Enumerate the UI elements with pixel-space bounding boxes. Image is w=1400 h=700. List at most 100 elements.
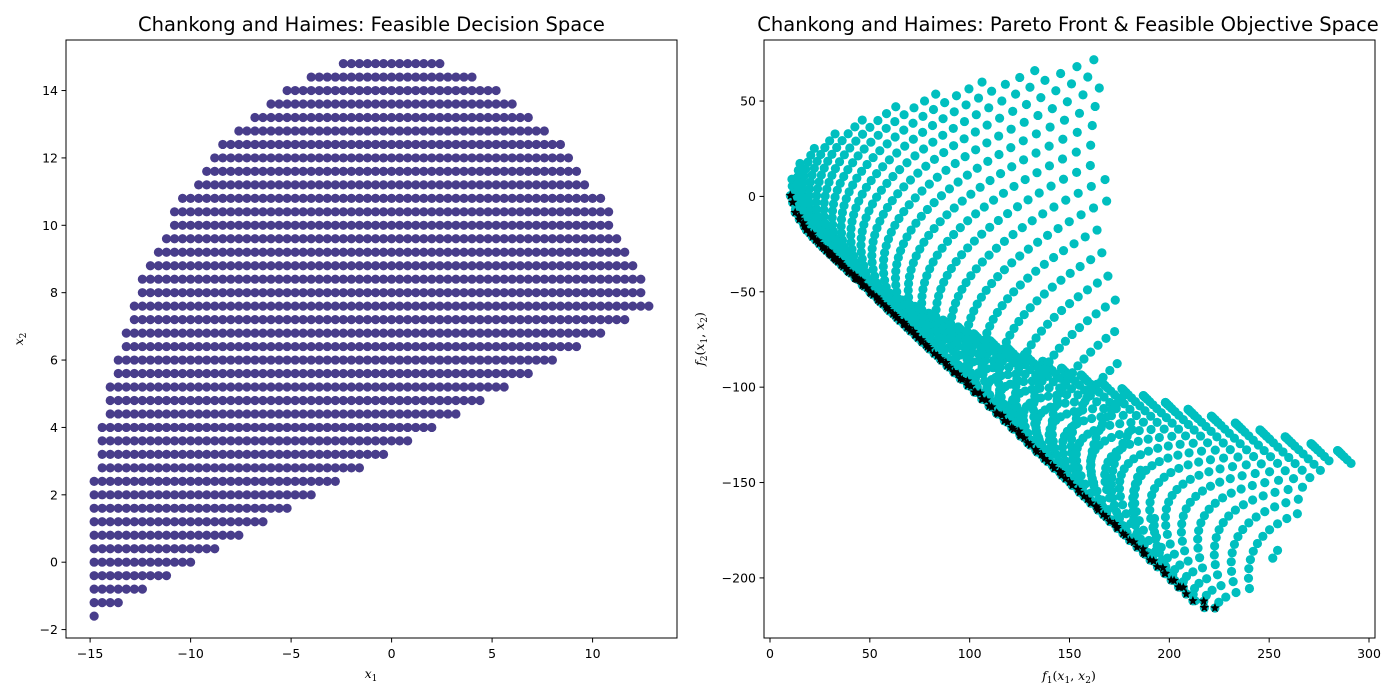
decision-point <box>194 395 204 406</box>
left-x-axis: −15 −10 −5 0 5 10 <box>77 638 601 661</box>
decision-point <box>330 85 340 96</box>
decision-point <box>563 234 574 244</box>
x-tick-label: 50 <box>862 646 878 661</box>
decision-point <box>137 315 147 325</box>
decision-point <box>419 234 429 244</box>
decision-point <box>290 247 300 257</box>
objective-point <box>978 342 988 352</box>
objective-point <box>962 326 972 337</box>
decision-point <box>531 207 541 217</box>
decision-point <box>314 261 324 271</box>
objective-point <box>1011 381 1021 391</box>
objective-point <box>938 114 948 124</box>
objective-point <box>1049 312 1059 322</box>
decision-point <box>451 234 461 244</box>
objective-point <box>987 278 997 289</box>
pareto-point <box>1210 603 1220 613</box>
decision-point <box>218 234 228 244</box>
decision-point <box>475 301 485 311</box>
decision-point <box>419 58 429 69</box>
decision-point <box>467 112 477 123</box>
objective-point <box>1000 79 1010 89</box>
objective-point <box>846 223 856 234</box>
decision-point <box>338 328 348 338</box>
decision-point <box>483 112 493 123</box>
decision-point <box>419 207 429 217</box>
objective-point <box>856 247 866 257</box>
decision-point <box>258 193 268 203</box>
objective-point <box>931 311 941 322</box>
decision-point <box>419 288 429 298</box>
pareto-point <box>1138 544 1148 554</box>
objective-point <box>942 210 952 220</box>
decision-point <box>451 153 461 163</box>
decision-point <box>282 449 292 459</box>
decision-point <box>427 153 437 163</box>
objective-point <box>827 213 837 223</box>
objective-point <box>970 127 980 137</box>
objective-point <box>1086 453 1096 463</box>
decision-point <box>587 315 598 325</box>
objective-point <box>1115 476 1125 486</box>
decision-point <box>587 193 598 203</box>
decision-point <box>346 153 356 163</box>
decision-point <box>129 557 139 567</box>
objective-point <box>1127 424 1137 435</box>
objective-point <box>1135 450 1146 460</box>
decision-point <box>346 395 356 406</box>
decision-point <box>242 476 252 486</box>
decision-point <box>290 207 300 217</box>
objective-point <box>1018 136 1028 146</box>
decision-point <box>137 395 147 406</box>
decision-point <box>129 490 139 500</box>
decision-point <box>378 368 389 379</box>
decision-point <box>274 409 284 419</box>
decision-point <box>290 193 300 203</box>
decision-point <box>378 449 389 459</box>
decision-point <box>338 58 348 69</box>
decision-point <box>587 274 598 284</box>
objective-point <box>811 197 821 208</box>
decision-point <box>483 382 493 392</box>
decision-point <box>427 301 437 311</box>
decision-point <box>467 247 477 257</box>
decision-point <box>370 355 381 365</box>
decision-point <box>435 58 445 69</box>
objective-point <box>1058 246 1069 256</box>
objective-point <box>1163 441 1173 451</box>
objective-point <box>1072 127 1082 137</box>
decision-point <box>459 139 469 150</box>
decision-point <box>499 112 509 123</box>
decision-point <box>274 436 284 446</box>
objective-point <box>1069 239 1079 249</box>
decision-point <box>177 301 188 311</box>
objective-point <box>978 369 988 379</box>
decision-point <box>531 328 541 338</box>
decision-point <box>137 584 147 594</box>
objective-point <box>836 228 847 238</box>
objective-point <box>862 159 872 170</box>
objective-point <box>1067 427 1078 437</box>
pareto-point <box>1064 477 1075 487</box>
decision-point <box>338 422 348 433</box>
decision-point <box>153 301 164 311</box>
decision-point <box>483 234 493 244</box>
decision-point <box>210 544 220 554</box>
decision-point <box>282 422 292 433</box>
decision-point <box>290 112 300 123</box>
decision-point <box>555 139 566 150</box>
decision-point <box>177 234 188 244</box>
objective-point <box>879 268 889 278</box>
decision-point <box>250 395 260 406</box>
decision-point <box>555 193 566 203</box>
objective-point <box>1001 406 1011 416</box>
objective-point <box>947 312 957 322</box>
decision-point <box>121 463 131 473</box>
objective-point <box>993 215 1003 226</box>
decision-point <box>515 153 525 163</box>
decision-point <box>210 503 220 513</box>
objective-point <box>1046 181 1056 191</box>
decision-point <box>105 598 115 608</box>
objective-point <box>853 151 863 161</box>
objective-point <box>917 186 927 196</box>
